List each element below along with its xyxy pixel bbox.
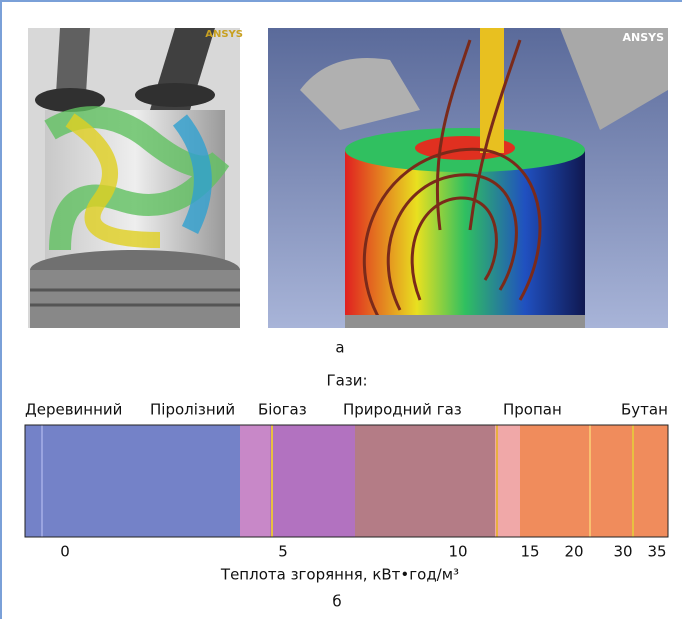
tick-label: 10 — [448, 543, 467, 561]
axis-label: Теплота згоряння, кВт•год/м³ — [220, 566, 459, 584]
simulation-image-left: ANSYS — [28, 28, 243, 328]
page: ANSYS ANSYS а Гази: Теплота згоряння, кВ… — [0, 0, 682, 619]
tick-label: 0 — [60, 543, 70, 561]
gas-label: Пропан — [503, 401, 562, 419]
gas-label: Піролізний — [150, 401, 235, 419]
gas-label: Деревинний — [25, 401, 122, 419]
logo: ANSYS — [205, 29, 243, 40]
tick-label: 30 — [613, 543, 632, 561]
band-title: Гази: — [326, 372, 367, 390]
gas-label: Природний газ — [343, 401, 462, 419]
gas-label: Біогаз — [258, 401, 307, 419]
logo: ANSYS — [622, 31, 664, 44]
panel-label: а — [335, 339, 344, 357]
figure: ANSYS ANSYS а Гази: Теплота згоряння, кВ… — [0, 0, 682, 619]
panel-label: б — [332, 593, 341, 611]
gas-band — [25, 425, 668, 537]
tick-label: 5 — [278, 543, 288, 561]
simulation-image-right: ANSYS — [268, 28, 668, 328]
tick-label: 20 — [564, 543, 583, 561]
tick-label: 35 — [647, 543, 666, 561]
tick-label: 15 — [520, 543, 539, 561]
gas-label: Бутан — [621, 401, 668, 419]
